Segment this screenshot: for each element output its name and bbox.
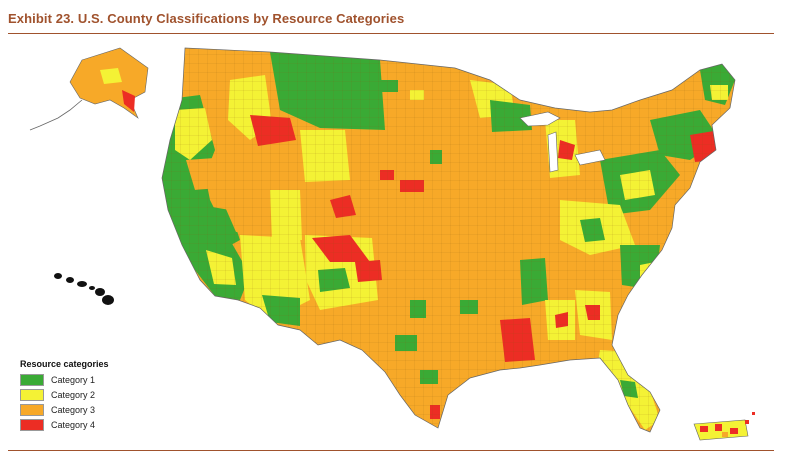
legend-label: Category 2 bbox=[51, 389, 96, 400]
mainland-us bbox=[161, 47, 736, 433]
legend-title: Resource categories bbox=[20, 359, 109, 369]
legend-item-category-1: Category 1 bbox=[20, 372, 109, 387]
legend-item-category-4: Category 4 bbox=[20, 417, 109, 432]
bottom-divider bbox=[8, 450, 774, 451]
hawaii bbox=[54, 273, 114, 305]
title-divider bbox=[8, 33, 774, 34]
puerto-rico bbox=[693, 412, 755, 441]
alaska bbox=[29, 47, 149, 131]
legend-swatch bbox=[20, 418, 44, 431]
legend-label: Category 1 bbox=[51, 374, 96, 385]
legend-label: Category 3 bbox=[51, 404, 96, 415]
legend-label: Category 4 bbox=[51, 419, 96, 430]
legend-item-category-3: Category 3 bbox=[20, 402, 109, 417]
legend-swatch bbox=[20, 388, 44, 401]
map-legend: Resource categories Category 1 Category … bbox=[20, 359, 109, 432]
exhibit-title: Exhibit 23. U.S. County Classifications … bbox=[8, 11, 405, 26]
legend-swatch bbox=[20, 373, 44, 386]
legend-swatch bbox=[20, 403, 44, 416]
great-lakes bbox=[519, 111, 606, 173]
legend-item-category-2: Category 2 bbox=[20, 387, 109, 402]
